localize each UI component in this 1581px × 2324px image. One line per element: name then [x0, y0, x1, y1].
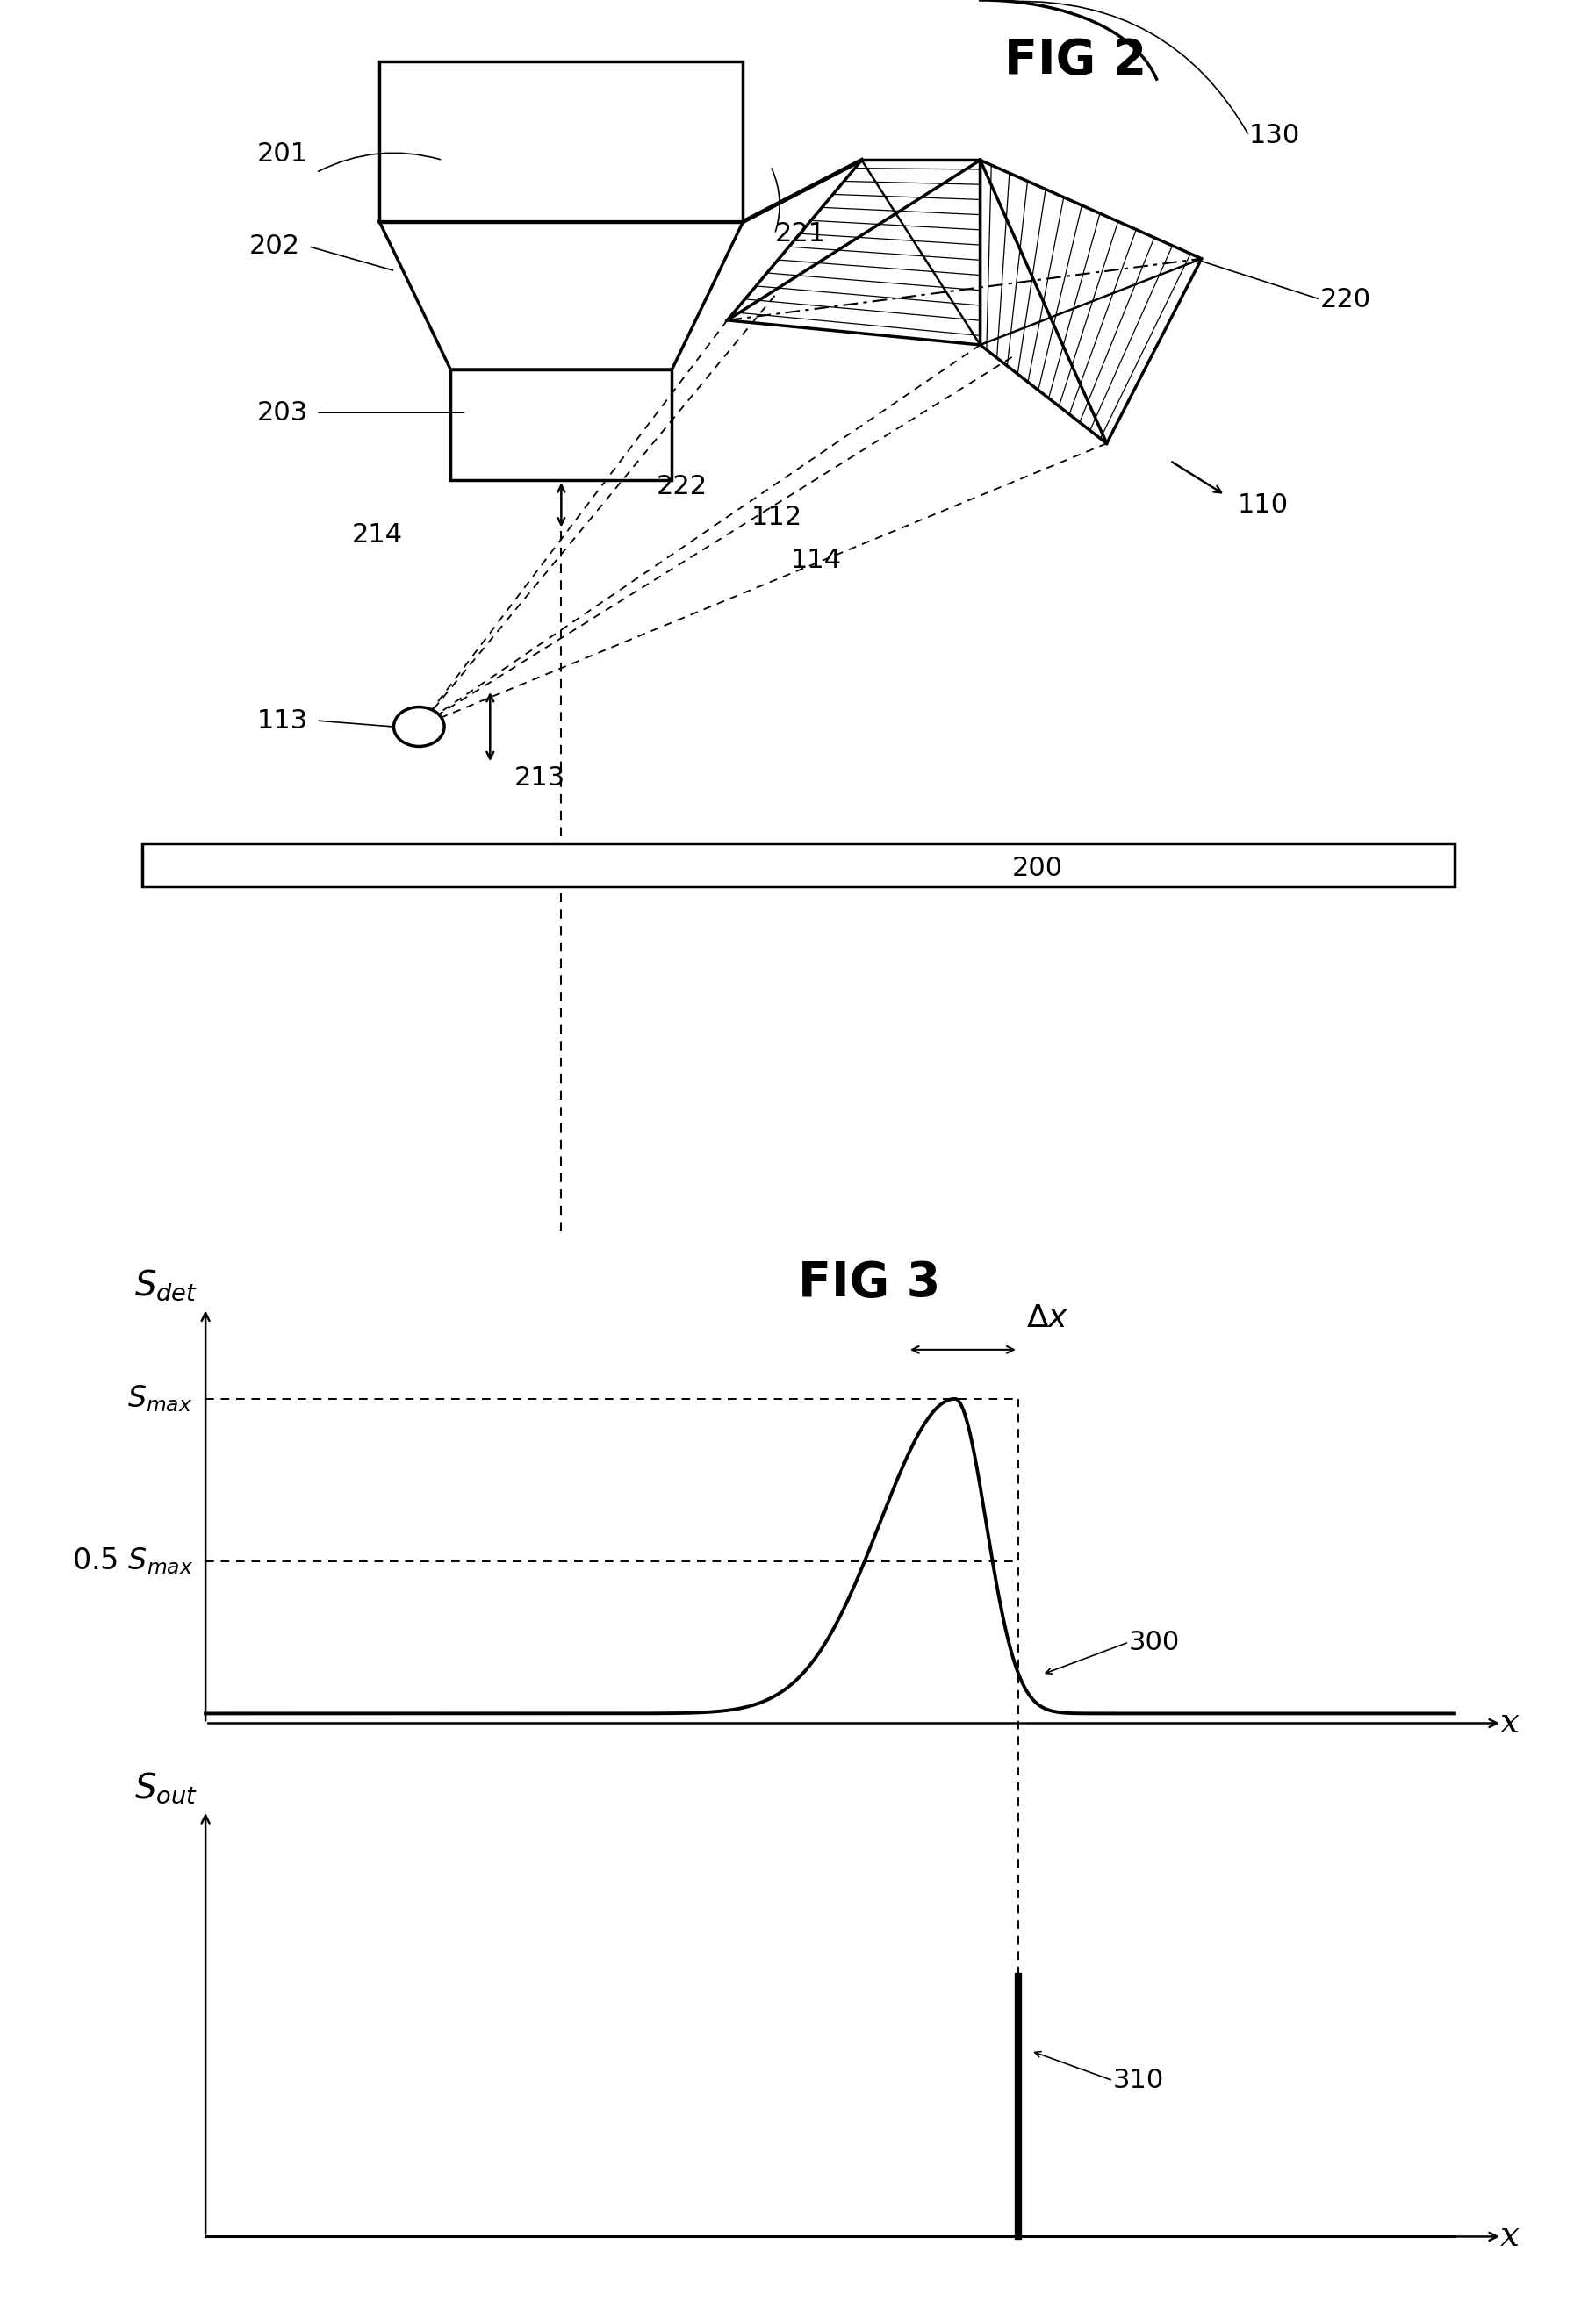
- Text: 221: 221: [775, 221, 825, 246]
- Text: 203: 203: [258, 400, 308, 425]
- Text: 112: 112: [751, 504, 802, 530]
- Bar: [142, 844, 1455, 888]
- Text: 130: 130: [1249, 123, 1300, 149]
- Text: $0.5\ S_{max}$: $0.5\ S_{max}$: [71, 1545, 193, 1576]
- Text: FIG 2: FIG 2: [1004, 37, 1146, 84]
- Text: $S_{out}$: $S_{out}$: [134, 1771, 198, 1806]
- Polygon shape: [379, 221, 743, 370]
- Text: 200: 200: [1012, 855, 1062, 881]
- Text: 220: 220: [1320, 286, 1371, 311]
- Text: 222: 222: [656, 474, 707, 500]
- Bar: [451, 370, 672, 481]
- Text: $S_{det}$: $S_{det}$: [134, 1269, 198, 1304]
- Polygon shape: [727, 160, 980, 344]
- Circle shape: [394, 706, 444, 746]
- Text: FIG 3: FIG 3: [798, 1260, 941, 1306]
- Text: 310: 310: [1113, 2068, 1164, 2094]
- Text: 214: 214: [353, 523, 403, 546]
- Text: $S_{max}$: $S_{max}$: [128, 1383, 193, 1413]
- Text: 114: 114: [790, 548, 841, 574]
- Text: 202: 202: [250, 235, 300, 258]
- Bar: [379, 60, 743, 221]
- Polygon shape: [980, 160, 1202, 444]
- Text: 201: 201: [258, 142, 308, 167]
- Text: $\Delta x$: $\Delta x$: [1026, 1304, 1069, 1334]
- Text: 113: 113: [258, 709, 308, 734]
- Text: 110: 110: [1238, 493, 1289, 518]
- Text: x: x: [1500, 2219, 1519, 2252]
- Text: 213: 213: [514, 765, 564, 790]
- Text: x: x: [1500, 1708, 1519, 1738]
- Text: 300: 300: [1129, 1629, 1179, 1655]
